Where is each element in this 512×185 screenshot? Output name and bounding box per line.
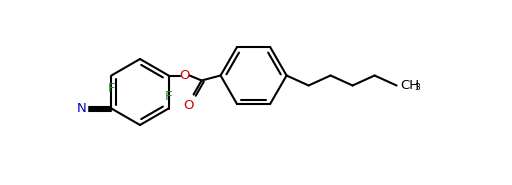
Text: N: N	[77, 102, 87, 115]
Text: 3: 3	[415, 83, 420, 92]
Text: F: F	[108, 82, 115, 95]
Text: CH: CH	[400, 79, 420, 92]
Text: F: F	[165, 90, 173, 102]
Text: O: O	[183, 98, 194, 112]
Text: O: O	[179, 69, 190, 82]
